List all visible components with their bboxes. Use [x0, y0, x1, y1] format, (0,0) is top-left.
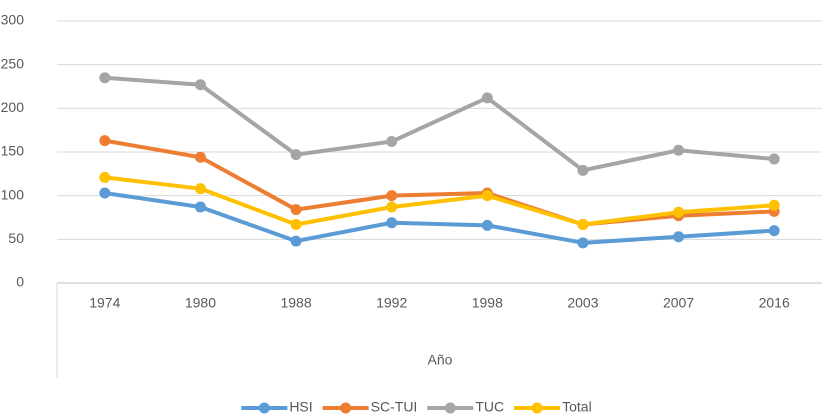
data-point — [481, 219, 493, 231]
y-tick-label: 50 — [8, 230, 24, 246]
x-tick-label: 1980 — [185, 295, 216, 311]
x-tick-label: 1974 — [89, 295, 120, 311]
x-tick-label: 2007 — [663, 295, 694, 311]
x-tick-label: 1988 — [280, 295, 311, 311]
data-point — [290, 235, 302, 247]
legend-label: HSI — [289, 399, 312, 415]
data-point — [290, 218, 302, 230]
y-tick-label: 200 — [1, 99, 25, 115]
x-tick-label: 2016 — [759, 295, 790, 311]
legend-marker — [258, 402, 270, 414]
data-point — [768, 225, 780, 237]
series-line — [104, 175, 775, 227]
data-point — [386, 136, 398, 148]
data-point — [577, 218, 589, 230]
data-point — [99, 135, 111, 147]
data-point — [194, 151, 206, 163]
series-line — [104, 75, 775, 173]
data-point — [481, 92, 493, 104]
data-point — [290, 149, 302, 161]
legend-marker — [340, 402, 352, 414]
data-point — [673, 206, 685, 218]
data-point — [768, 199, 780, 211]
data-point — [99, 72, 111, 84]
x-tick-label: 2003 — [567, 295, 598, 311]
data-point — [577, 237, 589, 249]
data-point — [673, 144, 685, 156]
data-point — [386, 217, 398, 229]
y-tick-label: 250 — [1, 55, 25, 71]
series-line — [104, 191, 775, 245]
series-line — [104, 138, 775, 227]
legend-label: Total — [562, 399, 592, 415]
data-point — [194, 183, 206, 195]
x-axis-label: Año — [428, 352, 453, 368]
y-tick-label: 300 — [1, 12, 25, 28]
data-point — [673, 231, 685, 243]
x-tick-label: 1992 — [376, 295, 407, 311]
legend: HSI SC-TUI TUC Total — [241, 399, 592, 415]
y-tick-label: 0 — [16, 274, 24, 290]
data-point — [99, 187, 111, 199]
data-point — [290, 204, 302, 216]
data-point — [194, 201, 206, 213]
data-point — [99, 171, 111, 183]
data-point — [194, 79, 206, 91]
y-tick-label: 100 — [1, 186, 25, 202]
legend-label: TUC — [475, 399, 504, 415]
data-point — [386, 190, 398, 202]
data-point — [768, 153, 780, 165]
y-tick-label: 150 — [1, 143, 25, 159]
data-point — [386, 201, 398, 213]
x-tick-label: 1998 — [472, 295, 503, 311]
data-point — [481, 190, 493, 202]
legend-label: SC-TUI — [371, 399, 418, 415]
legend-marker — [531, 402, 543, 414]
legend-marker — [444, 402, 456, 414]
data-point — [577, 164, 589, 176]
